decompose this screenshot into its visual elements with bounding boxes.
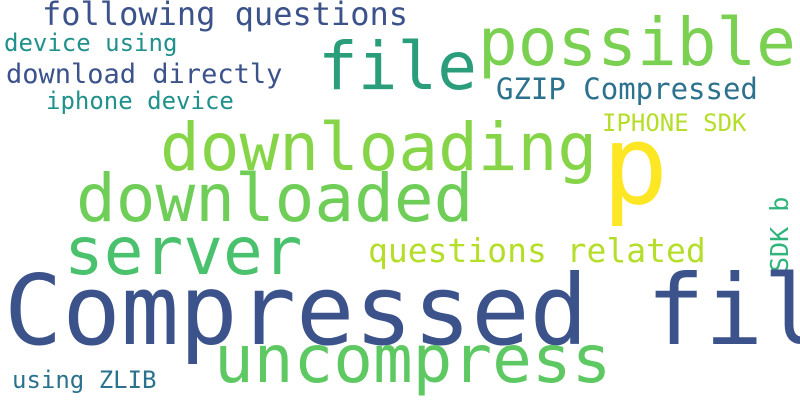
- word-questions-related: questions related: [368, 231, 706, 270]
- word-server: server: [64, 213, 303, 290]
- word-possible: possible: [478, 4, 796, 81]
- word-uncompress: uncompress: [214, 321, 612, 398]
- word-p: p: [602, 101, 669, 229]
- word-compressed-file: Compressed file: [4, 254, 800, 367]
- word-file-upper: file: [318, 28, 477, 105]
- word-gzip-compressed: GZIP Compressed: [496, 72, 758, 106]
- word-device-using: device using: [4, 29, 178, 57]
- word-iphone-sdk: IPHONE SDK: [602, 109, 747, 137]
- word-using-zlib: using ZLIB: [12, 366, 157, 394]
- word-iphone-device: iphone device: [46, 87, 234, 115]
- word-download-directly: download directly: [6, 59, 283, 90]
- word-downloaded: downloaded: [76, 160, 474, 237]
- word-downloading: downloading: [160, 109, 598, 186]
- word-following-questions: following questions: [42, 0, 409, 33]
